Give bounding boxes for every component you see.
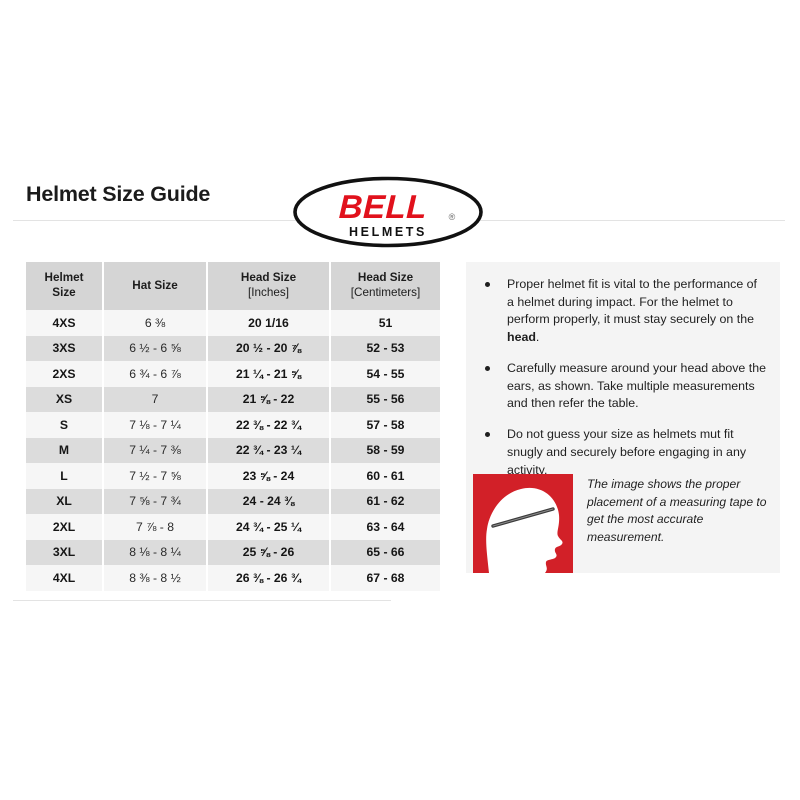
table-row: M 7 ¼ - 7 ⅜ 22 ¾ - 23 ¼ 58 - 59 (26, 437, 440, 463)
header-line-2: Size (52, 286, 76, 299)
cell-head-inches: 21 ¼ - 21 ⅝ (207, 361, 331, 387)
cell-helmet-size: 2XS (26, 361, 104, 387)
header-unit: [Centimeters] (350, 286, 421, 299)
table-row: 4XL 8 ⅜ - 8 ½ 26 ⅜ - 26 ¾ 67 - 68 (26, 565, 440, 591)
cell-hat-size: 8 ⅜ - 8 ½ (103, 565, 208, 591)
table-row: 4XS 6 ⅜ 20 1/16 51 (26, 310, 440, 336)
cell-helmet-size: XS (26, 386, 104, 412)
header-line-1: Head Size (357, 271, 414, 285)
cell-hat-size: 7 ⅞ - 8 (103, 514, 208, 540)
cell-head-cm: 63 - 64 (330, 514, 440, 540)
cell-helmet-size: L (26, 463, 104, 489)
table-row: XS 7 21 ⅝ - 22 55 - 56 (26, 386, 440, 412)
cell-hat-size: 6 ¾ - 6 ⅞ (103, 361, 208, 387)
cell-hat-size: 6 ½ - 6 ⅝ (103, 335, 208, 361)
cell-head-inches: 22 ⅜ - 22 ¾ (207, 412, 331, 438)
cell-helmet-size: S (26, 412, 104, 438)
cell-hat-size: 7 ⅛ - 7 ¼ (103, 412, 208, 438)
page-title: Helmet Size Guide (26, 182, 211, 206)
table-row: L 7 ½ - 7 ⅝ 23 ⅝ - 24 60 - 61 (26, 463, 440, 489)
cell-head-cm: 67 - 68 (330, 565, 440, 591)
cell-helmet-size: 3XL (26, 539, 104, 565)
column-header-hat-size: Hat Size (103, 262, 208, 310)
table-row: 2XS 6 ¾ - 6 ⅞ 21 ¼ - 21 ⅝ 54 - 55 (26, 361, 440, 387)
column-header-helmet-size: Helmet Size (26, 262, 104, 310)
list-item: Proper helmet fit is vital to the perfor… (480, 276, 766, 347)
cell-head-inches: 20 ½ - 20 ⅞ (207, 335, 331, 361)
head-measurement-image (473, 474, 573, 573)
bullet-icon (485, 282, 490, 287)
cell-helmet-size: 2XL (26, 514, 104, 540)
cell-head-cm: 61 - 62 (330, 488, 440, 514)
cell-hat-size: 7 ½ - 7 ⅝ (103, 463, 208, 489)
bullet-text-before: Do not guess your size as helmets mut fi… (507, 427, 747, 477)
cell-hat-size: 7 ¼ - 7 ⅜ (103, 437, 208, 463)
table-row: S 7 ⅛ - 7 ¼ 22 ⅜ - 22 ¾ 57 - 58 (26, 412, 440, 438)
table-row: XL 7 ⅝ - 7 ¾ 24 - 24 ⅜ 61 - 62 (26, 488, 440, 514)
figure-caption: The image shows the proper placement of … (587, 477, 767, 544)
cell-head-inches: 24 ¾ - 25 ¼ (207, 514, 331, 540)
cell-head-inches: 26 ⅜ - 26 ¾ (207, 565, 331, 591)
cell-head-inches: 23 ⅝ - 24 (207, 463, 331, 489)
cell-hat-size: 7 ⅝ - 7 ¾ (103, 488, 208, 514)
cell-helmet-size: M (26, 437, 104, 463)
bullet-text-after: . (535, 330, 540, 345)
cell-helmet-size: 4XS (26, 310, 104, 336)
cell-head-inches: 25 ⅝ - 26 (207, 539, 331, 565)
table-row: 3XL 8 ⅛ - 8 ¼ 25 ⅝ - 26 65 - 66 (26, 539, 440, 565)
column-header-head-size-centimeters: Head Size [Centimeters] (330, 262, 440, 310)
cell-head-inches: 20 1/16 (207, 310, 331, 336)
bottom-divider (13, 600, 391, 601)
cell-head-cm: 58 - 59 (330, 437, 440, 463)
cell-head-cm: 60 - 61 (330, 463, 440, 489)
svg-text:®: ® (449, 212, 456, 222)
cell-head-cm: 55 - 56 (330, 386, 440, 412)
table-row: 2XL 7 ⅞ - 8 24 ¾ - 25 ¼ 63 - 64 (26, 514, 440, 540)
header-line-1: Head Size (240, 271, 297, 285)
header-unit: [Inches] (248, 286, 289, 299)
cell-helmet-size: 4XL (26, 565, 104, 591)
helmet-size-table: Helmet Size Hat Size Head Size [Inches] … (26, 262, 440, 591)
cell-head-cm: 52 - 53 (330, 335, 440, 361)
bullet-text-before: Carefully measure around your head above… (507, 360, 766, 411)
table-row: 3XS 6 ½ - 6 ⅝ 20 ½ - 20 ⅞ 52 - 53 (26, 335, 440, 361)
cell-head-inches: 22 ¾ - 23 ¼ (207, 437, 331, 463)
fit-instructions-list: Proper helmet fit is vital to the perfor… (480, 276, 766, 479)
cell-helmet-size: XL (26, 488, 104, 514)
svg-text:HELMETS: HELMETS (349, 225, 427, 239)
cell-head-cm: 51 (330, 310, 440, 336)
cell-hat-size: 6 ⅜ (103, 310, 208, 336)
header-line-1: Hat Size (132, 278, 178, 292)
bullet-text-bold: head (507, 330, 536, 345)
fit-instructions-panel: Proper helmet fit is vital to the perfor… (466, 262, 780, 573)
cell-head-cm: 57 - 58 (330, 412, 440, 438)
cell-hat-size: 8 ⅛ - 8 ¼ (103, 539, 208, 565)
cell-helmet-size: 3XS (26, 335, 104, 361)
svg-text:BELL: BELL (338, 188, 427, 225)
cell-head-cm: 65 - 66 (330, 539, 440, 565)
bell-helmets-logo: BELL ® HELMETS (292, 176, 484, 248)
cell-head-inches: 24 - 24 ⅜ (207, 488, 331, 514)
measurement-figure-row: The image shows the proper placement of … (473, 474, 773, 573)
cell-hat-size: 7 (103, 386, 208, 412)
table-header-row: Helmet Size Hat Size Head Size [Inches] … (26, 262, 440, 310)
list-item: Do not guess your size as helmets mut fi… (480, 426, 766, 479)
bullet-text-before: Proper helmet fit is vital to the perfor… (507, 277, 757, 327)
bell-wordmark: BELL ® (338, 188, 455, 225)
bullet-icon (485, 365, 490, 371)
list-item: Carefully measure around your head above… (480, 360, 766, 413)
column-header-head-size-inches: Head Size [Inches] (207, 262, 331, 310)
cell-head-inches: 21 ⅝ - 22 (207, 386, 331, 412)
bullet-icon (485, 432, 490, 438)
cell-head-cm: 54 - 55 (330, 361, 440, 387)
header-line-1: Helmet (44, 271, 84, 285)
